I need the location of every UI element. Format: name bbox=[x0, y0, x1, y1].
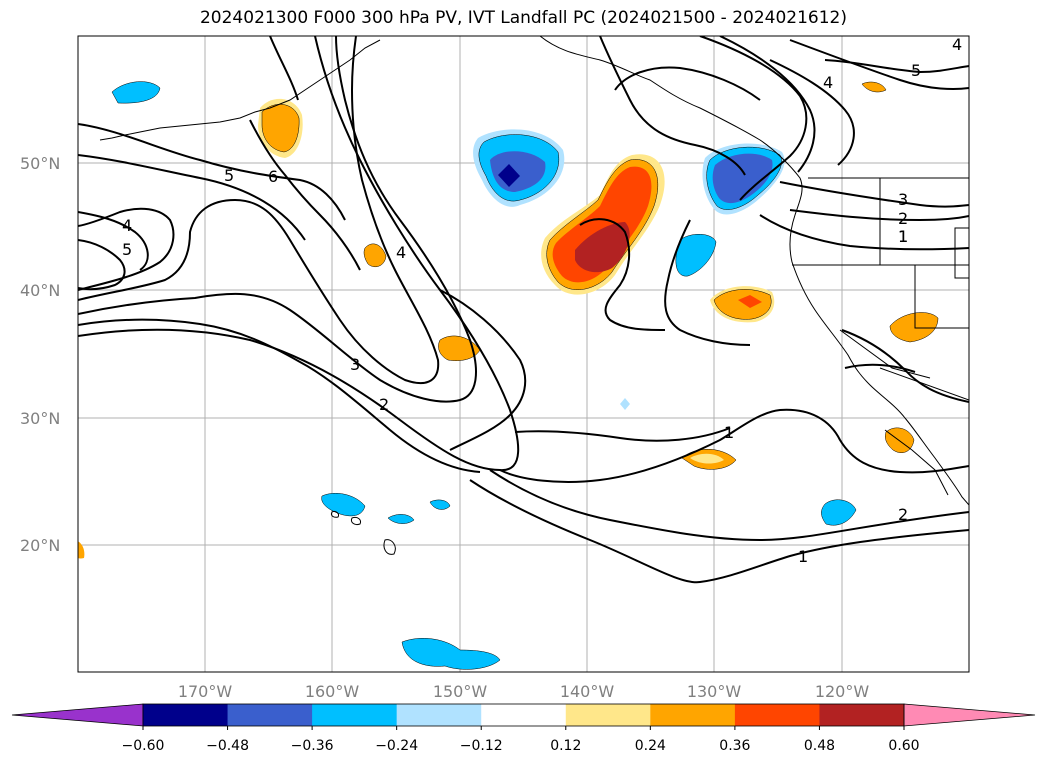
lat-labels: 50°N 40°N 30°N 20°N bbox=[20, 154, 60, 555]
contour-label: 2 bbox=[898, 505, 908, 524]
contour-label: 2 bbox=[898, 209, 908, 228]
colorbar-segment bbox=[227, 704, 313, 726]
contour-label: 6 bbox=[268, 167, 278, 186]
contour-label: 1 bbox=[898, 227, 908, 246]
pv-neg-blob bbox=[498, 164, 520, 187]
lon-label: 160°W bbox=[305, 682, 360, 701]
colorbar-segment bbox=[819, 704, 905, 726]
colorbar-segment bbox=[650, 704, 736, 726]
pv-shading bbox=[78, 81, 939, 670]
contour-label: 5 bbox=[224, 166, 234, 185]
lon-labels: 170°W 160°W 150°W 140°W 130°W 120°W bbox=[178, 682, 870, 701]
pv-pos-blob bbox=[261, 104, 300, 153]
contour-label: 1 bbox=[798, 547, 808, 566]
ivt-contours bbox=[78, 36, 969, 584]
contour-label: 4 bbox=[823, 73, 833, 92]
contour-label: 5 bbox=[122, 240, 132, 259]
colorbar-extend-low bbox=[11, 703, 144, 727]
contour-label: 1 bbox=[898, 227, 908, 246]
pv-neg-blob bbox=[429, 499, 451, 510]
contour-label: 4 bbox=[952, 35, 962, 54]
map-frame bbox=[77, 35, 970, 673]
pv-pos-blob bbox=[713, 289, 772, 320]
colorbar-segment bbox=[734, 704, 820, 726]
contour-label: 5 bbox=[911, 61, 921, 80]
pv-pos-blob bbox=[738, 295, 762, 308]
lat-label: 40°N bbox=[20, 281, 60, 300]
pv-pos-blob bbox=[438, 335, 481, 361]
lat-label: 50°N bbox=[20, 154, 60, 173]
contour-label: 4 bbox=[122, 216, 132, 235]
colorbar-segment bbox=[396, 704, 482, 726]
colorbar-tick-label: 0.48 bbox=[804, 738, 835, 754]
colorbar-segment bbox=[481, 704, 567, 726]
colorbar-tick-label: 0.36 bbox=[719, 738, 750, 754]
pv-neg-blob bbox=[675, 234, 717, 277]
pv-neg-blob bbox=[321, 493, 366, 517]
lat-label: 30°N bbox=[20, 409, 60, 428]
colorbar-tick-label: −0.24 bbox=[375, 738, 418, 754]
colorbar-tick-label: −0.48 bbox=[206, 738, 249, 754]
pv-pos-blob bbox=[575, 222, 630, 273]
colorbar-tick-label: 0.12 bbox=[550, 738, 581, 754]
colorbar-tick-label: 0.60 bbox=[888, 738, 919, 754]
plot-title: 2024021300 F000 300 hPa PV, IVT Landfall… bbox=[199, 8, 847, 28]
colorbar-tick-label: 0.24 bbox=[635, 738, 666, 754]
pv-neg-blob bbox=[490, 151, 546, 192]
contour-label: 3 bbox=[898, 190, 908, 209]
pv-neg-blob bbox=[712, 153, 773, 204]
pv-neg-blob bbox=[401, 638, 501, 670]
colorbar-segment bbox=[312, 704, 398, 726]
colorbar-extend-high bbox=[903, 703, 1036, 727]
contour-label: 4 bbox=[396, 243, 406, 262]
colorbar-border bbox=[142, 703, 905, 727]
lon-label: 150°W bbox=[433, 682, 488, 701]
contour-labels: 4 5 5 6 4 3 2 1 1 2 1 4 5 3 2 1 4 bbox=[122, 35, 962, 566]
colorbar-tick-label: −0.36 bbox=[291, 738, 334, 754]
pv-neg-blob bbox=[111, 81, 161, 104]
colorbar-tick-label: −0.60 bbox=[122, 738, 165, 754]
lon-label: 140°W bbox=[560, 682, 615, 701]
pv-neg-blob bbox=[620, 398, 630, 410]
coastlines bbox=[99, 36, 969, 672]
contour-label: 2 bbox=[379, 395, 389, 414]
lon-label: 120°W bbox=[815, 682, 870, 701]
contour-label: 3 bbox=[350, 355, 360, 374]
pv-pos-blob bbox=[363, 243, 387, 267]
pv-neg-blob bbox=[821, 499, 857, 526]
contour-label: 1 bbox=[724, 423, 734, 442]
lon-label: 130°W bbox=[687, 682, 742, 701]
lat-label: 20°N bbox=[20, 536, 60, 555]
pv-pos-blob bbox=[690, 453, 724, 464]
pv-pos-blob bbox=[78, 541, 85, 559]
colorbar-segment bbox=[143, 704, 229, 726]
lon-label: 170°W bbox=[178, 682, 233, 701]
colorbar: −0.60 −0.48 −0.36 −0.24 −0.12 0.12 0.24 0.36 0.4… bbox=[11, 703, 1036, 754]
colorbar-segment bbox=[565, 704, 651, 726]
pv-neg-blob bbox=[387, 514, 415, 524]
colorbar-tick-label: −0.12 bbox=[460, 738, 503, 754]
pv-pos-blob bbox=[861, 81, 887, 93]
